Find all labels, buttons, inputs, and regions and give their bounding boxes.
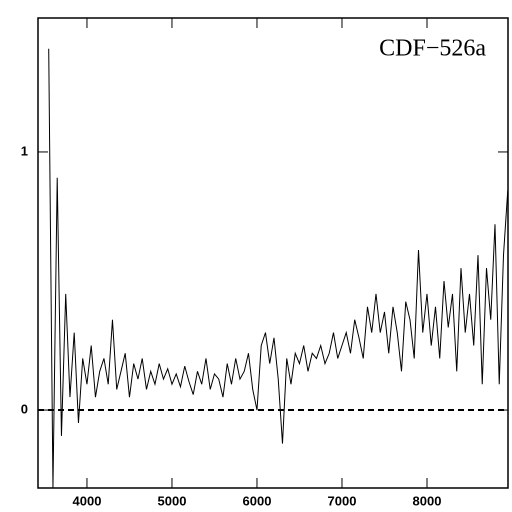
x-tick-label: 4000 <box>73 493 102 508</box>
spectrum-line <box>48 48 508 488</box>
plot-frame <box>37 17 509 489</box>
x-tick-label: 8000 <box>413 493 442 508</box>
y-tick-label: 1 <box>21 143 28 158</box>
x-tick-label: 5000 <box>158 493 187 508</box>
chart-title: CDF−526a <box>379 36 486 62</box>
x-tick-label: 7000 <box>328 493 357 508</box>
y-tick-label: 0 <box>21 401 28 416</box>
x-tick-label: 6000 <box>243 493 272 508</box>
